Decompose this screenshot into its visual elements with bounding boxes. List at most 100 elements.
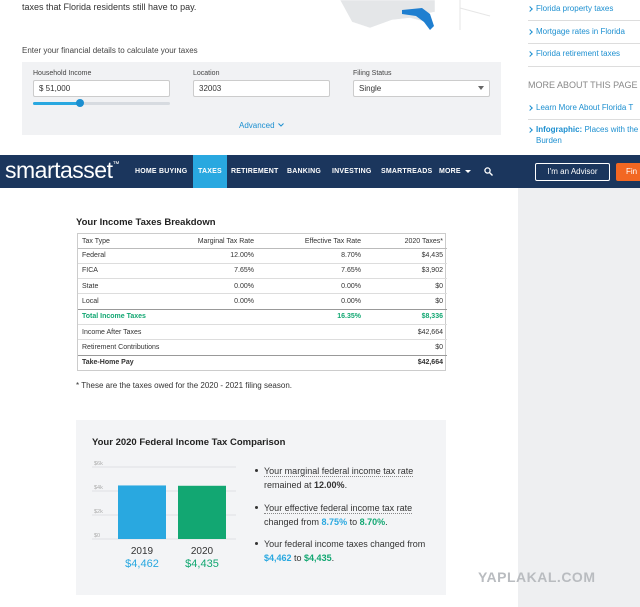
link-text: Burden: [536, 136, 562, 145]
link-text: Learn More About Florida T: [536, 103, 634, 112]
income-input[interactable]: $ 51,000: [33, 80, 170, 97]
table-cell: [258, 324, 365, 341]
value-label: $4,435: [185, 558, 219, 570]
table-cell: Income After Taxes: [78, 324, 178, 341]
table-cell: FICA: [78, 263, 178, 280]
input-panel: [22, 62, 501, 135]
column-header: Tax Type: [78, 236, 178, 249]
bullet-text: .: [331, 553, 335, 563]
table-row: Local 0.00% 0.00% $0: [78, 293, 447, 310]
table-cell: [178, 324, 258, 341]
decoration: [484, 167, 491, 174]
bullet-value: 8.75%: [321, 517, 348, 527]
sidebar-link[interactable]: Burden: [528, 136, 562, 145]
table-cell: $3,902: [365, 263, 447, 280]
bullet-value: $4,435: [304, 553, 332, 563]
divider: [528, 20, 640, 21]
slider-handle[interactable]: [76, 99, 84, 107]
table-cell: $4,435: [365, 248, 447, 264]
nav-item[interactable]: SMARTREADS: [381, 168, 433, 175]
nav-item[interactable]: MORE: [434, 155, 476, 188]
bullet-text: Your effective federal income tax rate: [264, 503, 413, 514]
side-column: [518, 188, 640, 607]
table-header: Tax Type Marginal Tax Rate Effective Tax R…: [78, 236, 447, 249]
table-cell: $8,336: [365, 309, 447, 325]
sidebar-link[interactable]: Infographic: Places with the: [527, 125, 639, 134]
divider: [528, 66, 640, 67]
sidebar-link[interactable]: Florida retirement taxes: [527, 49, 620, 58]
table-cell: $0: [365, 293, 447, 310]
slider-fill: [33, 102, 80, 105]
y-tick-label: $2k: [94, 509, 103, 515]
table-cell: 0.00%: [178, 293, 258, 310]
table-cell: 7.65%: [178, 263, 258, 280]
footnote: * These are the taxes owed for the 2020 …: [76, 381, 292, 390]
dropdown-arrow: [464, 169, 471, 173]
bullet-text: to: [291, 553, 305, 563]
bullet-value: $4,462: [264, 553, 292, 563]
table-row: State 0.00% 0.00% $0: [78, 278, 447, 295]
bar: [178, 485, 226, 539]
y-tick-label: $6k: [94, 461, 103, 467]
select-arrow: [478, 86, 484, 90]
decoration: [402, 8, 434, 30]
bullet-text: Your marginal federal income tax rate: [264, 466, 414, 477]
advanced-chevron: [278, 123, 284, 127]
table-row: Income After Taxes $42,664: [78, 324, 447, 341]
table-row: FICA 7.65% 7.65% $3,902: [78, 263, 447, 280]
divider: [528, 119, 640, 120]
table-cell: $0: [365, 278, 447, 295]
bullet-text: Your federal income taxes changed from: [264, 539, 426, 549]
column-header: Marginal Tax Rate: [178, 236, 258, 249]
table-cell: Local: [78, 293, 178, 310]
x-tick-label: 2020: [191, 546, 214, 557]
location-input[interactable]: 32003: [193, 80, 330, 97]
navbar-bg: [0, 155, 640, 188]
nav-item[interactable]: TAXES: [193, 155, 227, 188]
table-row: Total Income Taxes 16.35% $8,336: [78, 309, 447, 325]
sidebar-link[interactable]: Mortgage rates in Florida: [527, 27, 625, 36]
table-cell: 12.00%: [178, 248, 258, 264]
cta-button[interactable]: Fin: [616, 163, 640, 181]
sidebar-link[interactable]: Florida property taxes: [527, 4, 613, 13]
filing-select[interactable]: Single: [353, 80, 490, 97]
nav-item[interactable]: HOME BUYING: [135, 168, 188, 175]
bullet-text: .: [385, 517, 388, 527]
bullet-text: to: [347, 517, 360, 527]
map: [340, 0, 491, 30]
field-label: Filing Status: [353, 70, 392, 77]
nav-item[interactable]: BANKING: [287, 168, 322, 175]
sidebar-link[interactable]: Learn More About Florida T: [527, 103, 634, 112]
nav-item[interactable]: INVESTING: [332, 168, 372, 175]
search-icon[interactable]: [484, 167, 493, 176]
prompt: Enter your financial details to calculat…: [22, 46, 198, 55]
link-text: Places with the: [584, 125, 639, 134]
logo[interactable]: smartasset™: [5, 157, 119, 184]
breakdown-title: Your Income Taxes Breakdown: [76, 217, 216, 228]
advisor-button[interactable]: I'm an Advisor: [535, 163, 610, 181]
sidebar-heading: MORE ABOUT THIS PAGE: [528, 80, 638, 90]
divider: [528, 43, 640, 44]
logo-mark: ™: [112, 161, 119, 168]
table-cell: 0.00%: [258, 293, 365, 310]
table-cell: Total Income Taxes: [78, 309, 178, 325]
bullet-value: 12.00%: [314, 480, 345, 490]
y-tick-label: $4k: [94, 485, 103, 491]
intro-text: taxes that Florida residents still have …: [22, 2, 197, 12]
field-label: Location: [193, 70, 220, 77]
link-text: Mortgage rates in Florida: [536, 27, 625, 36]
table-cell: [178, 339, 258, 356]
table-row: Retirement Contributions $0: [78, 339, 447, 356]
table-cell: [178, 309, 258, 325]
nav-item[interactable]: RETIREMENT: [231, 168, 279, 175]
slider-track[interactable]: [33, 102, 170, 105]
table-row: Federal 12.00% 8.70% $4,435: [78, 248, 447, 264]
bar: [118, 485, 166, 539]
breakdown-table-frame: Tax Type Marginal Tax Rate Effective Tax R…: [77, 233, 447, 372]
breakdown-table: Tax Type Marginal Tax Rate Effective Tax R…: [78, 236, 447, 370]
decoration: [459, 7, 491, 17]
advanced-toggle[interactable]: Advanced: [239, 121, 275, 130]
table-cell: [258, 339, 365, 356]
bullet-text: remained at: [264, 480, 315, 490]
